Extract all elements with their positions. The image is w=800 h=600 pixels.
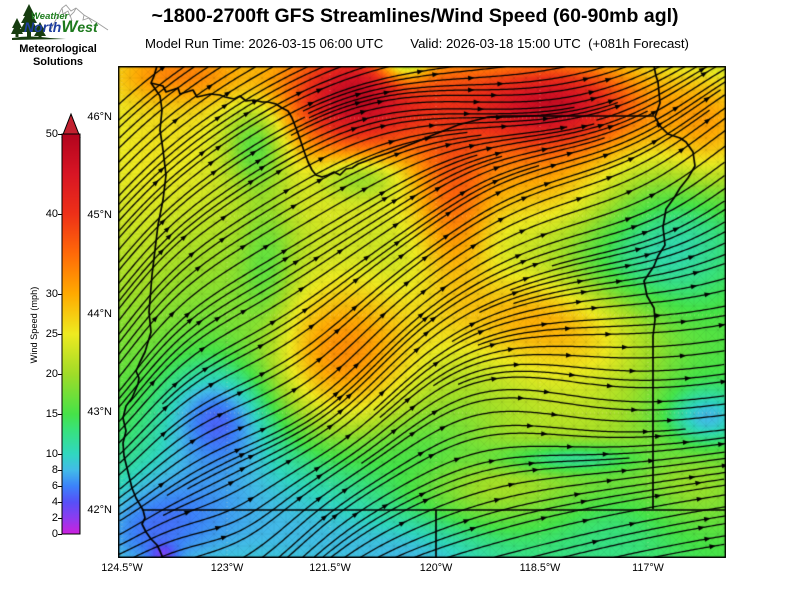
svg-text:Weather: Weather <box>31 11 70 22</box>
svg-text:NorthWest: NorthWest <box>24 17 99 36</box>
